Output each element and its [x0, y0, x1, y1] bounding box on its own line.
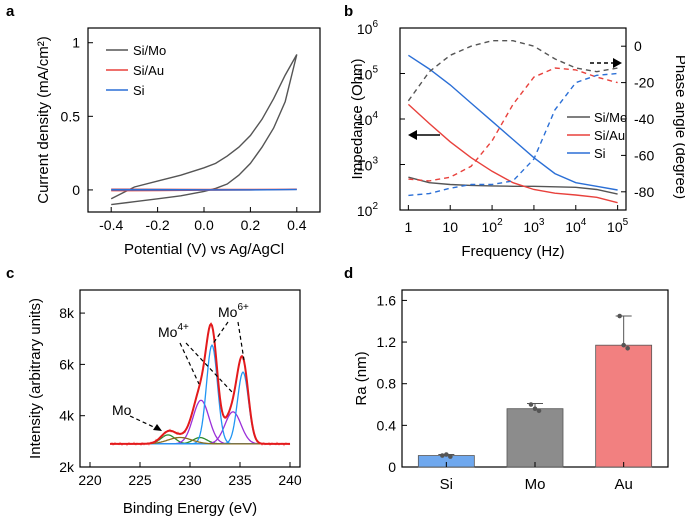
- b-xtick-label: 104: [565, 217, 587, 235]
- b-y2tick-label: -40: [634, 111, 654, 127]
- d-data-point: [621, 342, 626, 348]
- a-xtick-label: 0.4: [287, 217, 307, 233]
- b-y2tick-label: -80: [634, 184, 654, 200]
- d-data-point: [536, 408, 542, 414]
- panel-a-frame: [87, 27, 321, 213]
- b-right-axis-arrowhead: [613, 58, 622, 68]
- d-xtick-label: Au: [614, 476, 632, 493]
- c-component-mo6-3d5-2: [110, 343, 290, 445]
- c-annotation-mo6: Mo6+: [218, 302, 249, 320]
- c-xtick-label: 240: [278, 472, 302, 488]
- c-arrow-mo4-a: [179, 342, 200, 385]
- c-ytick-label: 6k: [59, 356, 75, 372]
- b-y2tick-label: -20: [634, 75, 654, 91]
- a-xtick-label: -0.4: [99, 217, 123, 233]
- b-series-si-au-z-: [407, 103, 618, 204]
- b-xtick-label: 1: [404, 219, 412, 235]
- b-series-si-au-phase: [408, 67, 618, 182]
- b-xtick-label: 102: [482, 217, 504, 235]
- b-ytick-label: 106: [357, 19, 379, 37]
- b-series-si-mo-z-: [408, 176, 618, 195]
- d-data-point: [625, 346, 630, 351]
- a-legend-label: Si/Au: [133, 63, 164, 78]
- c-xtick-label: 220: [78, 472, 102, 488]
- c-annotation-mo4: Mo4+: [158, 322, 189, 340]
- a-xtick-label: -0.2: [146, 217, 170, 233]
- d-ytick-label: 0: [388, 459, 396, 475]
- d-data-point: [444, 452, 449, 457]
- d-ytick-label: 1.6: [377, 292, 397, 308]
- b-legend-label: Si/Au: [594, 128, 625, 143]
- a-ytick-label: 0: [72, 182, 80, 198]
- panel-a-chart: -0.4 -0.2 0.0 0.2 0.4 0 0.5 1 Si/Mo Si/Au Si Potent…: [35, 27, 321, 258]
- a-xtick-label: 0.0: [194, 217, 214, 233]
- c-arrow-mo6-a: [211, 321, 229, 346]
- a-ytick-label: 0.5: [61, 108, 81, 124]
- b-legend-label: Si/Mo: [594, 110, 627, 125]
- d-xtick-label: Si: [440, 476, 453, 493]
- d-data-point: [532, 406, 538, 411]
- b-legend-label: Si: [594, 146, 606, 161]
- d-ytick-label: 1.2: [377, 334, 397, 350]
- d-bar-au: [595, 344, 653, 468]
- b-xtick-label: 103: [523, 217, 545, 235]
- d-ytick-label: 0.4: [377, 417, 397, 433]
- c-ytick-label: 4k: [59, 408, 75, 424]
- a-xlabel: Potential (V) vs Ag/AgCl: [124, 241, 284, 258]
- c-arrow-mo4-b: [185, 342, 233, 393]
- c-fit-envelope: [110, 322, 290, 445]
- d-ytick-label: 0.8: [377, 376, 397, 392]
- a-ylabel: Current density (mA/cm²): [35, 36, 52, 204]
- b-y2tick-label: 0: [634, 38, 642, 54]
- a-legend-label: Si: [133, 83, 145, 98]
- panel-d-chart: 0 0.4 0.8 1.2 1.6 Si Mo Au Ra (nm): [353, 289, 669, 493]
- d-xtick-label: Mo: [525, 476, 546, 493]
- panel-letter-c: c: [6, 265, 14, 282]
- b-series-si-mo-phase: [407, 40, 618, 102]
- c-annotation-mo: Mo: [112, 402, 132, 418]
- c-component-mo4-3d3-2: [110, 411, 290, 445]
- panel-letter-a: a: [6, 3, 15, 20]
- c-xtick-label: 235: [228, 472, 252, 488]
- panel-c-frame: [79, 289, 301, 468]
- b-series-si-z-: [408, 54, 618, 191]
- c-ylabel: Intensity (arbitrary units): [27, 298, 44, 459]
- a-xtick-label: 0.2: [241, 217, 261, 233]
- b-xtick-label: 10: [442, 219, 458, 235]
- panel-c-chart: 220 225 230 235 240 2k 4k 6k 8k Mo Mo4+ Mo6+ Binding…: [27, 289, 302, 517]
- d-bar-mo: [506, 408, 564, 468]
- c-ytick-label: 8k: [59, 305, 75, 321]
- d-data-point: [440, 453, 445, 458]
- d-ylabel: Ra (nm): [353, 351, 370, 405]
- a-legend-label: Si/Mo: [133, 43, 166, 58]
- c-arrow-mo: [129, 415, 159, 430]
- a-ytick-label: 1: [72, 35, 80, 51]
- a-series-si-mo: [110, 54, 298, 206]
- c-xtick-label: 225: [128, 472, 152, 488]
- d-data-point: [617, 313, 622, 319]
- c-xlabel: Binding Energy (eV): [123, 500, 257, 517]
- b-xlabel: Frequency (Hz): [461, 243, 564, 260]
- c-arrowhead-mo: [153, 424, 162, 431]
- c-ytick-label: 2k: [59, 459, 75, 475]
- b-y2tick-label: -60: [634, 147, 654, 163]
- b-left-axis-arrowhead: [408, 130, 417, 140]
- panel-letter-b: b: [344, 3, 353, 20]
- d-data-point: [528, 402, 534, 407]
- d-data-point: [448, 454, 453, 459]
- c-xtick-label: 230: [178, 472, 202, 488]
- b-ylabel: Impedance (Ohm): [349, 59, 366, 180]
- panel-b-chart: 1 10 102 103 104 1051021031041051060-20-40-60…: [349, 19, 685, 260]
- b-xtick-label: 105: [607, 217, 629, 235]
- panel-letter-d: d: [344, 265, 353, 282]
- b-y2label: Phase angle (degree): [672, 55, 685, 199]
- c-arrow-mo6-b: [237, 321, 245, 361]
- b-ytick-label: 102: [357, 201, 379, 219]
